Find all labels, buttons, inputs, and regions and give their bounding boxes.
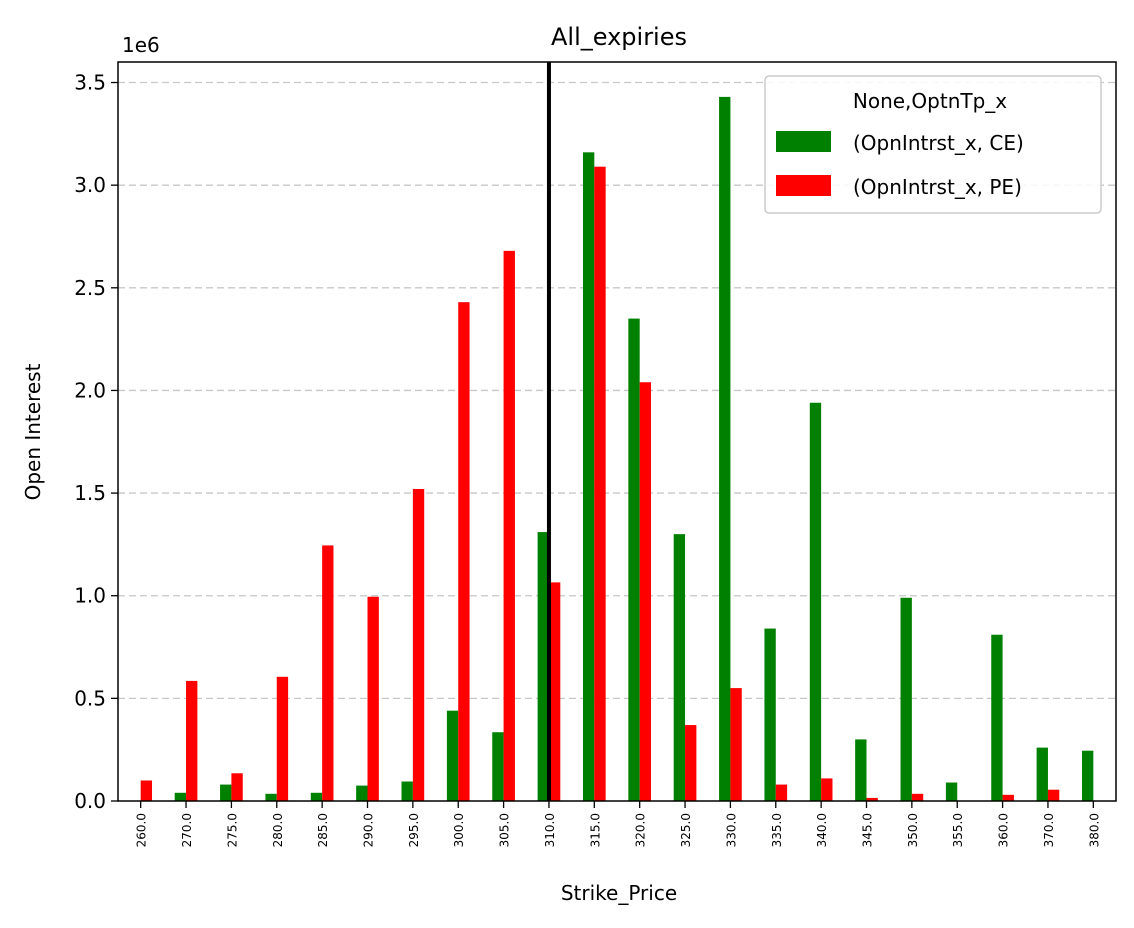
bar-pe (186, 680, 198, 801)
bar-pe (548, 582, 561, 801)
bar-pe (503, 250, 515, 801)
bar-ce (537, 532, 549, 801)
x-tick-label: 335.0 (770, 813, 784, 847)
legend-label-pe: (OpnIntrst_x, PE) (853, 175, 1022, 199)
x-tick-label: 360.0 (997, 813, 1011, 847)
bar-ce (446, 710, 459, 801)
bar-pe (775, 784, 788, 801)
x-axis-ticks: 260.0 270.0 275.0 280.0 285.0 290.0 295.0 300.0… (135, 801, 1101, 847)
bar-pe (367, 596, 379, 801)
bar-ce (673, 534, 686, 801)
bar-ce (719, 96, 731, 802)
bar-ce (265, 793, 277, 801)
bar-ce (220, 784, 232, 801)
y-tick-label: 2.0 (74, 378, 106, 402)
bar-pe (594, 166, 606, 802)
x-tick-label: 300.0 (452, 813, 466, 847)
bar-ce (809, 402, 822, 801)
x-tick-label: 305.0 (498, 813, 512, 847)
bar-pe (866, 797, 878, 801)
y-tick-label: 1.0 (74, 584, 106, 608)
bar-pe (231, 773, 243, 801)
y-scale-label: 1e6 (122, 33, 160, 57)
x-tick-label: 340.0 (815, 813, 829, 847)
bar-pe (412, 488, 425, 801)
chart-title: All_expiries (551, 23, 687, 51)
bar-ce (991, 634, 1003, 801)
x-tick-label: 320.0 (634, 813, 648, 847)
bar-ce (492, 732, 504, 801)
bar-ce (628, 318, 640, 801)
x-axis-label: Strike_Price (561, 881, 677, 905)
x-tick-label: 380.0 (1087, 813, 1101, 847)
x-tick-label: 260.0 (135, 813, 149, 847)
bar-pe (1002, 794, 1014, 801)
legend-box (764, 75, 1102, 214)
x-tick-label: 370.0 (1042, 813, 1056, 847)
bar-ce (310, 792, 323, 801)
bar-pe (685, 725, 697, 801)
legend-label-ce: (OpnIntrst_x, CE) (853, 131, 1024, 155)
x-tick-label: 315.0 (588, 813, 602, 847)
y-tick-label: 2.5 (74, 276, 106, 300)
bar-ce (401, 781, 413, 801)
bar-pe (276, 676, 289, 801)
bar-pe (322, 545, 334, 801)
bar-ce (855, 739, 867, 801)
y-tick-label: 3.5 (74, 71, 106, 95)
bar-pe (1047, 789, 1060, 801)
x-tick-label: 355.0 (951, 813, 965, 847)
bar-pe (639, 382, 652, 801)
y-tick-label: 0.0 (74, 789, 106, 813)
bar-ce (356, 785, 368, 801)
bar-pe (458, 302, 470, 801)
bar-pe (730, 688, 742, 801)
bar-ce (1036, 747, 1048, 801)
y-axis-label: Open Interest (21, 363, 45, 500)
y-tick-label: 1.5 (74, 481, 106, 505)
bar-ce (764, 628, 776, 801)
x-tick-label: 345.0 (861, 813, 875, 847)
x-tick-label: 285.0 (316, 813, 330, 847)
bar-pe (140, 780, 153, 801)
x-tick-label: 270.0 (180, 813, 194, 847)
x-tick-label: 310.0 (543, 813, 557, 847)
bar-ce (900, 597, 912, 801)
bar-ce (174, 792, 187, 801)
y-axis-ticks: 0.0 0.5 1.0 1.5 2.0 2.5 3.0 3.5 (74, 71, 118, 813)
x-tick-label: 280.0 (271, 813, 285, 847)
bar-pe (821, 778, 833, 801)
x-tick-label: 325.0 (679, 813, 693, 847)
plot-frame (117, 61, 1117, 802)
y-tick-label: 3.0 (74, 173, 106, 197)
bar-ce (582, 152, 595, 802)
x-tick-label: 295.0 (407, 813, 421, 847)
x-tick-label: 290.0 (362, 813, 376, 847)
legend-swatch-ce (776, 131, 831, 152)
legend-title: None,OptnTp_x (853, 89, 1007, 113)
legend-swatch-pe (776, 175, 831, 196)
legend: None,OptnTp_x (OpnIntrst_x, CE) (OpnIntr… (764, 75, 1102, 214)
bars (140, 96, 1094, 802)
x-tick-label: 275.0 (225, 813, 239, 847)
x-tick-label: 350.0 (906, 813, 920, 847)
bar-pe (911, 793, 924, 801)
bar-ce (945, 782, 958, 801)
bar-ce (1081, 750, 1094, 801)
x-tick-label: 330.0 (724, 813, 738, 847)
y-tick-label: 0.5 (74, 686, 106, 710)
